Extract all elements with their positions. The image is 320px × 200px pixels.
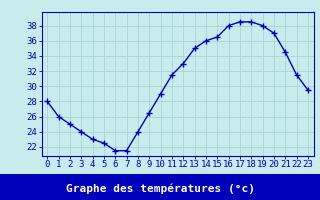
Text: Graphe des températures (°c): Graphe des températures (°c) <box>66 183 254 194</box>
